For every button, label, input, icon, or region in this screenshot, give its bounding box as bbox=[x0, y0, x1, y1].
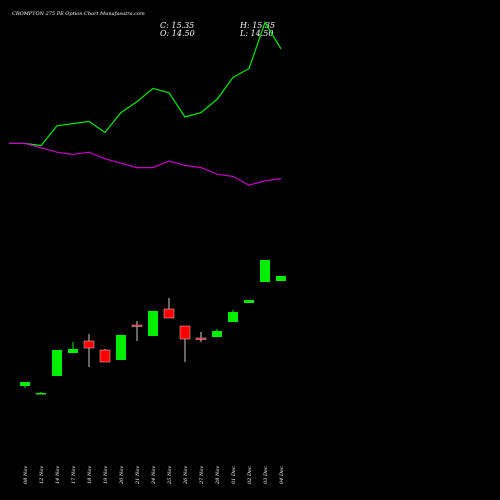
candle bbox=[99, 349, 111, 363]
candle bbox=[195, 332, 207, 342]
candle bbox=[52, 350, 62, 376]
candle bbox=[244, 300, 254, 303]
x-tick-label: 19 Nov bbox=[103, 466, 109, 484]
x-tick-label: 02 Dec bbox=[247, 466, 253, 484]
candle-body bbox=[131, 324, 143, 327]
candle-body bbox=[36, 393, 46, 395]
candle bbox=[179, 325, 191, 362]
candle bbox=[212, 329, 222, 337]
x-tick-label: 25 Nov bbox=[167, 466, 173, 485]
candle-body bbox=[179, 325, 191, 340]
candle-body bbox=[52, 350, 62, 376]
candle-body bbox=[116, 335, 126, 360]
candle bbox=[20, 382, 30, 388]
close-value: C: 15.35 bbox=[160, 21, 194, 30]
high-value: H: 15.35 bbox=[239, 21, 275, 30]
x-tick-label: 18 Nov bbox=[87, 466, 93, 484]
candle bbox=[228, 310, 238, 322]
candle-body bbox=[260, 260, 270, 282]
x-tick-label: 03 Dec bbox=[263, 466, 269, 484]
indicator-line-2 bbox=[9, 142, 282, 186]
candle bbox=[163, 298, 175, 319]
candle-body bbox=[244, 300, 254, 303]
candle-body bbox=[228, 312, 238, 322]
x-tick-label: 08 Nov bbox=[23, 466, 29, 484]
candle bbox=[83, 334, 95, 367]
indicator-line-1 bbox=[9, 20, 282, 147]
candle-body bbox=[20, 382, 30, 386]
candle-body bbox=[163, 308, 175, 319]
x-tick-label: 21 Nov bbox=[135, 466, 141, 485]
candle bbox=[68, 342, 78, 353]
x-axis-ticks: 08 Nov 12 Nov 14 Nov 17 Nov 18 Nov 19 Nov 20 N… bbox=[23, 466, 285, 485]
candle-body bbox=[68, 349, 78, 353]
x-tick-label: 14 Nov bbox=[55, 466, 61, 484]
low-value: L: 14.50 bbox=[239, 29, 273, 38]
x-tick-label: 20 Nov bbox=[119, 466, 125, 485]
candle-body bbox=[83, 340, 95, 349]
candle-body bbox=[148, 311, 158, 336]
candle-body bbox=[195, 337, 207, 340]
x-tick-label: 28 Nov bbox=[215, 466, 221, 485]
candle bbox=[260, 260, 270, 282]
x-tick-label: 17 Nov bbox=[71, 466, 77, 484]
open-value: O: 14.50 bbox=[160, 29, 195, 38]
x-tick-label: 24 Nov bbox=[151, 466, 157, 485]
candle bbox=[276, 276, 286, 281]
candle-body bbox=[276, 276, 286, 281]
chart-title: CROMPTON 275 PE Option Chart Munafasutra… bbox=[12, 11, 145, 17]
candle-body bbox=[99, 349, 111, 363]
x-tick-label: 04 Dec bbox=[279, 466, 285, 484]
candles bbox=[20, 260, 286, 395]
x-tick-label: 01 Dec bbox=[231, 466, 237, 484]
candle bbox=[36, 392, 46, 395]
candle bbox=[116, 335, 126, 360]
indicator-lines bbox=[9, 20, 282, 186]
x-tick-label: 27 Nov bbox=[199, 466, 205, 485]
x-tick-label: 26 Nov bbox=[183, 466, 189, 485]
candle-body bbox=[212, 331, 222, 337]
candle bbox=[148, 311, 158, 336]
x-tick-label: 12 Nov bbox=[39, 466, 45, 484]
candle bbox=[131, 321, 143, 341]
